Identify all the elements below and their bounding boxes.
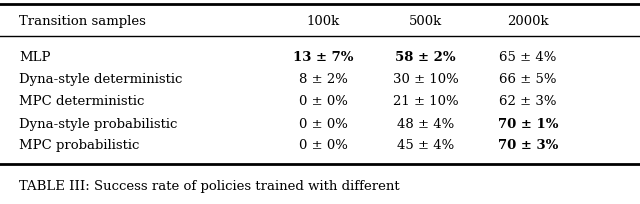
Text: MPC deterministic: MPC deterministic [19,94,145,108]
Text: 45 ± 4%: 45 ± 4% [397,138,454,151]
Text: MLP: MLP [19,51,51,64]
Text: 2000k: 2000k [507,15,549,28]
Text: TABLE III: Success rate of policies trained with different: TABLE III: Success rate of policies trai… [19,179,400,192]
Text: 0 ± 0%: 0 ± 0% [299,94,348,108]
Text: 70 ± 3%: 70 ± 3% [498,138,558,151]
Text: 8 ± 2%: 8 ± 2% [299,73,348,86]
Text: 0 ± 0%: 0 ± 0% [299,138,348,151]
Text: 70 ± 1%: 70 ± 1% [498,117,558,130]
Text: Transition samples: Transition samples [19,15,146,28]
Text: 58 ± 2%: 58 ± 2% [396,51,456,64]
Text: 30 ± 10%: 30 ± 10% [393,73,458,86]
Text: Dyna-style probabilistic: Dyna-style probabilistic [19,117,177,130]
Text: MPC probabilistic: MPC probabilistic [19,138,140,151]
Text: Dyna-style deterministic: Dyna-style deterministic [19,73,182,86]
Text: 21 ± 10%: 21 ± 10% [393,94,458,108]
Text: 62 ± 3%: 62 ± 3% [499,94,557,108]
Text: 48 ± 4%: 48 ± 4% [397,117,454,130]
Text: 100k: 100k [307,15,340,28]
Text: 65 ± 4%: 65 ± 4% [499,51,557,64]
Text: 66 ± 5%: 66 ± 5% [499,73,557,86]
Text: 500k: 500k [409,15,442,28]
Text: 0 ± 0%: 0 ± 0% [299,117,348,130]
Text: 13 ± 7%: 13 ± 7% [293,51,353,64]
